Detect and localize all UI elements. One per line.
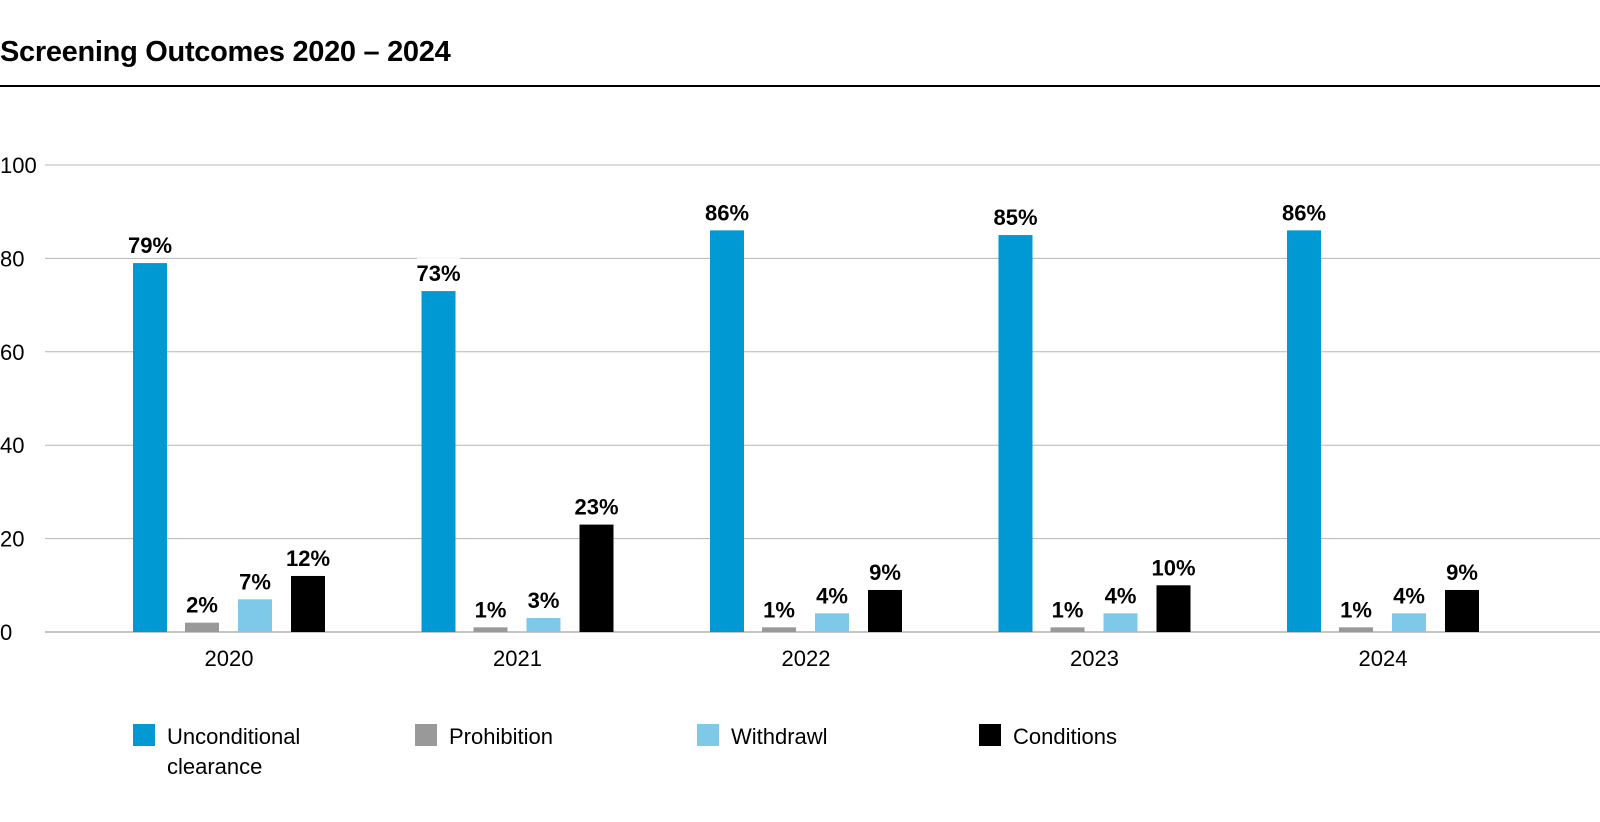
bar: [579, 524, 614, 632]
bar: [710, 230, 744, 632]
legend-item-withdrawl: Withdrawl: [697, 722, 828, 752]
value-label-bg: [1282, 197, 1326, 225]
y-tick-label: 0: [0, 620, 12, 645]
x-tick-label: 2023: [1070, 646, 1119, 671]
value-label-bg: [994, 202, 1037, 230]
value-label: 86%: [1282, 200, 1326, 225]
bar: [1156, 585, 1191, 632]
value-label: 1%: [763, 597, 795, 622]
value-label-bg: [128, 230, 172, 258]
legend-item-unconditional-clearance: Unconditional clearance: [133, 722, 337, 782]
value-label: 73%: [416, 261, 460, 286]
bar: [291, 575, 325, 632]
bar: [473, 627, 508, 632]
legend-swatch: [697, 724, 719, 746]
value-label-bg: [417, 258, 460, 286]
y-tick-label: 80: [0, 246, 24, 271]
bar: [1392, 613, 1426, 632]
legend-label: Unconditional clearance: [167, 724, 301, 779]
bar: [238, 599, 272, 632]
x-tick-label: 2024: [1359, 646, 1408, 671]
legend-label: Conditions: [1013, 724, 1117, 749]
value-label: 3%: [528, 588, 560, 613]
chart-title: Screening Outcomes 2020 – 2024: [0, 36, 451, 68]
legend-label: Withdrawl: [731, 724, 828, 749]
value-label: 12%: [286, 546, 330, 571]
bar: [868, 589, 902, 632]
legend-item-prohibition: Prohibition: [415, 722, 553, 752]
bar: [421, 291, 456, 632]
value-label-bg: [705, 197, 749, 225]
bar: [762, 627, 796, 632]
value-label: 2%: [186, 593, 218, 618]
legend-swatch: [415, 724, 437, 746]
x-tick-label: 2022: [782, 646, 831, 671]
bar-chart: 0 20 40 60 80 100 79% 2% 7% 12% 2020 73% 1% 3% 23% 2021…: [0, 153, 1600, 671]
value-label: 4%: [1105, 583, 1137, 608]
value-label: 10%: [1151, 555, 1195, 580]
value-label: 9%: [869, 560, 901, 585]
legend-label: Prohibition: [449, 724, 553, 749]
bar: [815, 613, 849, 632]
value-label: 85%: [993, 205, 1037, 230]
legend-swatch: [133, 724, 155, 746]
y-tick-label: 40: [0, 433, 24, 458]
y-tick-label: 60: [0, 340, 24, 365]
bar: [526, 617, 561, 632]
value-label: 1%: [1340, 597, 1372, 622]
value-label: 79%: [128, 233, 172, 258]
bar: [1445, 589, 1479, 632]
bar: [998, 235, 1033, 633]
bar: [1287, 230, 1321, 632]
value-label: 4%: [1393, 583, 1425, 608]
bar: [133, 263, 167, 632]
bar: [1103, 613, 1138, 632]
value-label: 9%: [1446, 560, 1478, 585]
bar: [1050, 627, 1085, 632]
value-label: 7%: [239, 569, 271, 594]
value-label: 4%: [816, 583, 848, 608]
value-label: 1%: [475, 597, 507, 622]
y-tick-label: 20: [0, 527, 24, 552]
title-divider: [0, 85, 1600, 87]
x-tick-label: 2020: [205, 646, 254, 671]
x-tick-label: 2021: [493, 646, 542, 671]
value-label: 86%: [705, 200, 749, 225]
value-label: 1%: [1052, 597, 1084, 622]
value-label: 23%: [574, 495, 618, 520]
y-tick-label: 100: [0, 153, 37, 178]
legend-swatch: [979, 724, 1001, 746]
legend-item-conditions: Conditions: [979, 722, 1117, 752]
bar: [185, 622, 219, 632]
bar: [1339, 627, 1373, 632]
